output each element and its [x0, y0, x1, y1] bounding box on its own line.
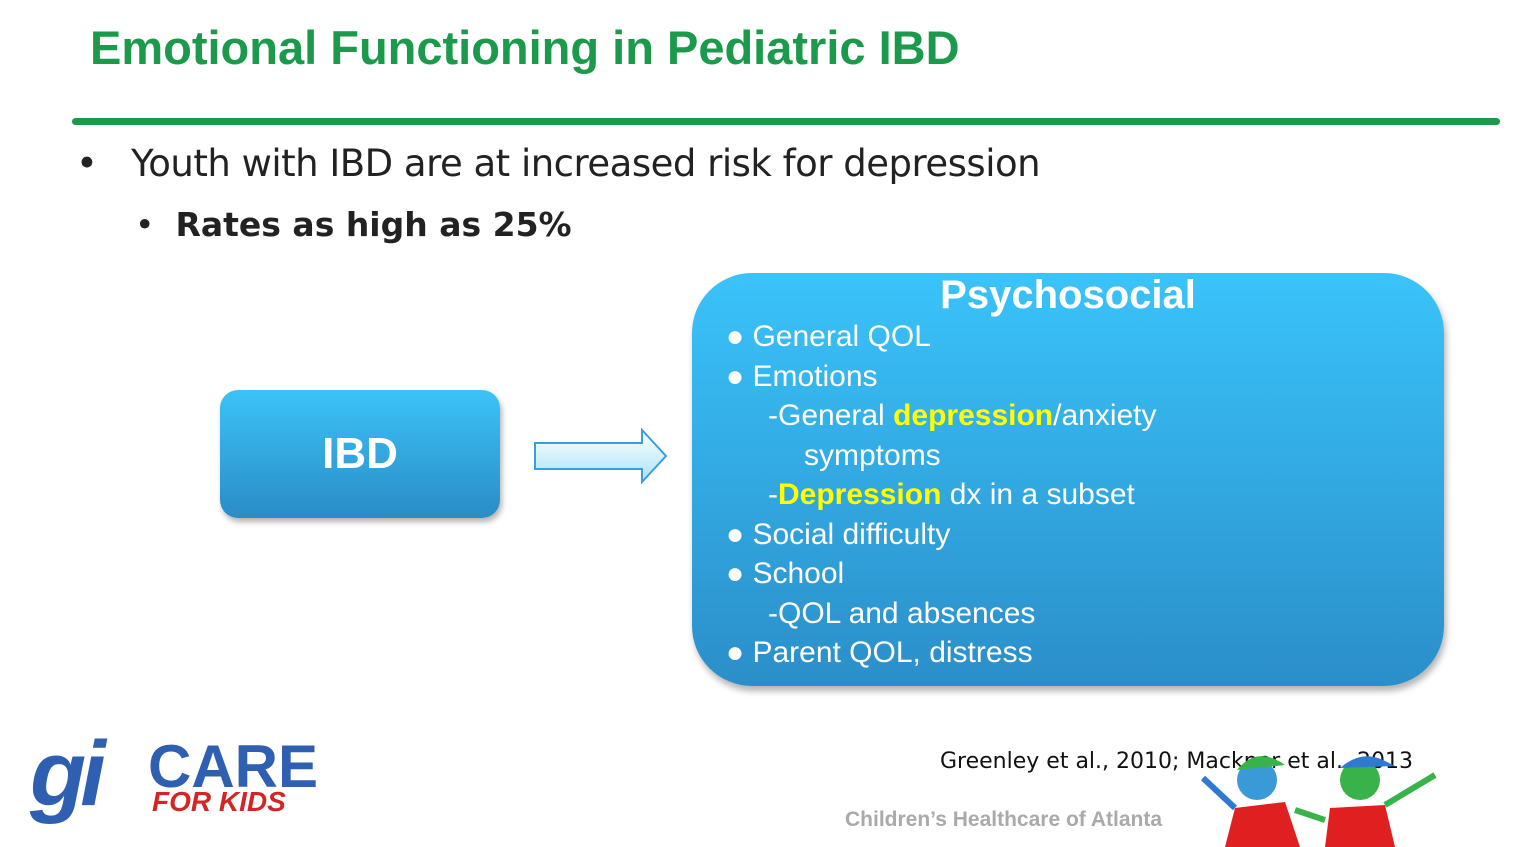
target-line: ● General QOL — [726, 320, 931, 354]
logo-sub: FOR KIDS — [152, 786, 286, 817]
line-text: ● General QOL — [726, 320, 931, 353]
logo-word: CARE — [148, 733, 319, 800]
line-text: - — [768, 478, 778, 511]
highlight-text: depression — [893, 399, 1054, 432]
kids-illustration — [1200, 756, 1437, 847]
logo-mark: gi — [30, 723, 106, 825]
target-line: symptoms — [804, 439, 941, 473]
organization: Children’s Healthcare of Atlanta — [845, 808, 1163, 831]
target-line: ● Social difficulty — [726, 518, 950, 552]
target-line: ● Parent QOL, distress — [726, 636, 1033, 670]
line-text: symptoms — [804, 438, 941, 472]
bullet-text: Youth with IBD are at increased risk for… — [131, 142, 1041, 185]
target-title: Psychosocial — [940, 273, 1196, 317]
line-text: -QOL and absences — [768, 596, 1036, 630]
line-text: ● Social difficulty — [726, 517, 951, 551]
target-line: ● Emotions — [726, 360, 878, 394]
line-text: ● School — [726, 557, 845, 590]
highlight-text: Depression — [778, 478, 942, 511]
line-text: ● Emotions — [726, 359, 878, 393]
line-text: dx in a subset — [941, 478, 1135, 511]
target-line: -Depression dx in a subset — [768, 478, 1135, 512]
sub-bullet: • Rates as high as 25% — [135, 205, 572, 244]
target-line: -QOL and absences — [768, 597, 1035, 631]
line-text: /anxiety — [1053, 399, 1157, 432]
line-text: -General — [768, 399, 894, 432]
slide-title: Emotional Functioning in Pediatric IBD — [90, 21, 960, 74]
line-text: ● Parent QOL, distress — [726, 636, 1033, 669]
sub-bullet-text: Rates as high as 25% — [175, 205, 572, 244]
source-box: IBD — [220, 390, 500, 518]
target-line: ● School — [726, 557, 844, 591]
target-box: Psychosocial ● General QOL ● Emotions -Gen… — [692, 273, 1444, 686]
arrow — [534, 427, 668, 485]
bullet: • Youth with IBD are at increased risk f… — [76, 142, 1041, 185]
title-rule — [72, 118, 1500, 125]
target-line: -General depression/anxiety — [768, 399, 1157, 433]
